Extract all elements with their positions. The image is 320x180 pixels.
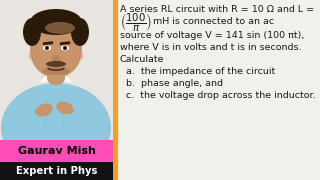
Text: Expert in Phys: Expert in Phys <box>16 166 97 176</box>
Ellipse shape <box>45 22 75 34</box>
Text: Gaurav Mish: Gaurav Mish <box>18 146 95 156</box>
Ellipse shape <box>47 71 65 85</box>
Ellipse shape <box>62 95 94 121</box>
Polygon shape <box>56 70 72 82</box>
Bar <box>113 0 118 180</box>
Ellipse shape <box>71 18 89 46</box>
Ellipse shape <box>33 21 79 43</box>
Ellipse shape <box>23 18 41 46</box>
Bar <box>118 0 320 180</box>
Bar <box>0 162 113 180</box>
Text: Calculate: Calculate <box>120 55 164 64</box>
Ellipse shape <box>45 46 49 50</box>
Ellipse shape <box>52 55 60 61</box>
Text: mH is connected to an ac: mH is connected to an ac <box>150 17 274 26</box>
Bar <box>0 0 113 180</box>
Ellipse shape <box>35 103 53 116</box>
Text: source of voltage V = 141 sin (100 πt),: source of voltage V = 141 sin (100 πt), <box>120 30 304 39</box>
Ellipse shape <box>61 46 69 51</box>
Bar <box>0 140 113 162</box>
Polygon shape <box>48 82 64 160</box>
Ellipse shape <box>42 67 70 75</box>
Text: $\left(\dfrac{100}{\pi}\right)$: $\left(\dfrac{100}{\pi}\right)$ <box>120 11 152 33</box>
Text: where V is in volts and t is in seconds.: where V is in volts and t is in seconds. <box>120 42 301 51</box>
Text: A series RL circuit with R = 10 Ω and L =: A series RL circuit with R = 10 Ω and L … <box>120 6 314 15</box>
Polygon shape <box>40 70 56 82</box>
Ellipse shape <box>1 83 111 173</box>
Ellipse shape <box>70 51 84 61</box>
Ellipse shape <box>46 61 66 67</box>
Ellipse shape <box>43 46 51 51</box>
Text: b.  phase angle, and: b. phase angle, and <box>126 80 223 89</box>
Ellipse shape <box>30 22 82 78</box>
Ellipse shape <box>56 102 74 114</box>
Text: c.  the voltage drop across the inductor.: c. the voltage drop across the inductor. <box>126 91 316 100</box>
Ellipse shape <box>16 92 48 118</box>
Ellipse shape <box>30 9 82 35</box>
Text: a.  the impedance of the circuit: a. the impedance of the circuit <box>126 68 275 76</box>
Ellipse shape <box>63 46 67 50</box>
Ellipse shape <box>28 51 42 61</box>
